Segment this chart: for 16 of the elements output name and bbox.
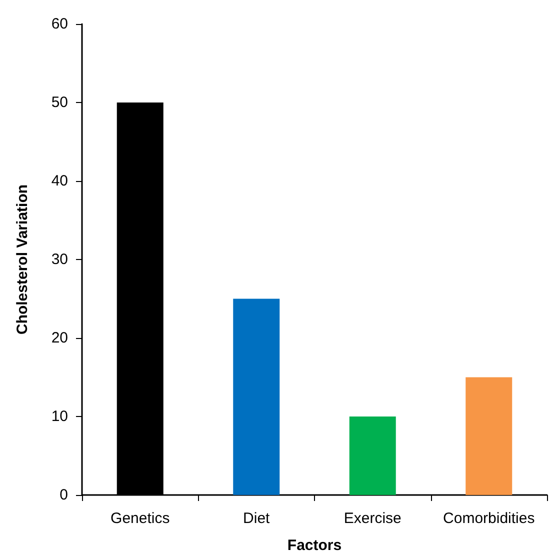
y-tick-label: 10 bbox=[51, 408, 68, 425]
y-tick-label: 0 bbox=[60, 486, 68, 504]
bar bbox=[349, 416, 396, 495]
y-tick-label: 50 bbox=[51, 94, 68, 111]
x-tick-label: Exercise bbox=[344, 510, 402, 527]
x-tick-label: Comorbidities bbox=[443, 510, 535, 527]
x-tick-label: Genetics bbox=[110, 510, 170, 527]
y-axis-title: Cholesterol Variation bbox=[14, 184, 31, 335]
bar bbox=[466, 377, 512, 495]
y-tick-label: 30 bbox=[51, 251, 68, 268]
x-axis-title: Factors bbox=[287, 537, 342, 554]
x-tick-label: Diet bbox=[243, 510, 271, 527]
y-tick-label: 20 bbox=[51, 330, 68, 346]
y-tick-label: 40 bbox=[51, 172, 68, 190]
y-tick-label: 60 bbox=[51, 16, 68, 32]
bar bbox=[233, 298, 280, 495]
